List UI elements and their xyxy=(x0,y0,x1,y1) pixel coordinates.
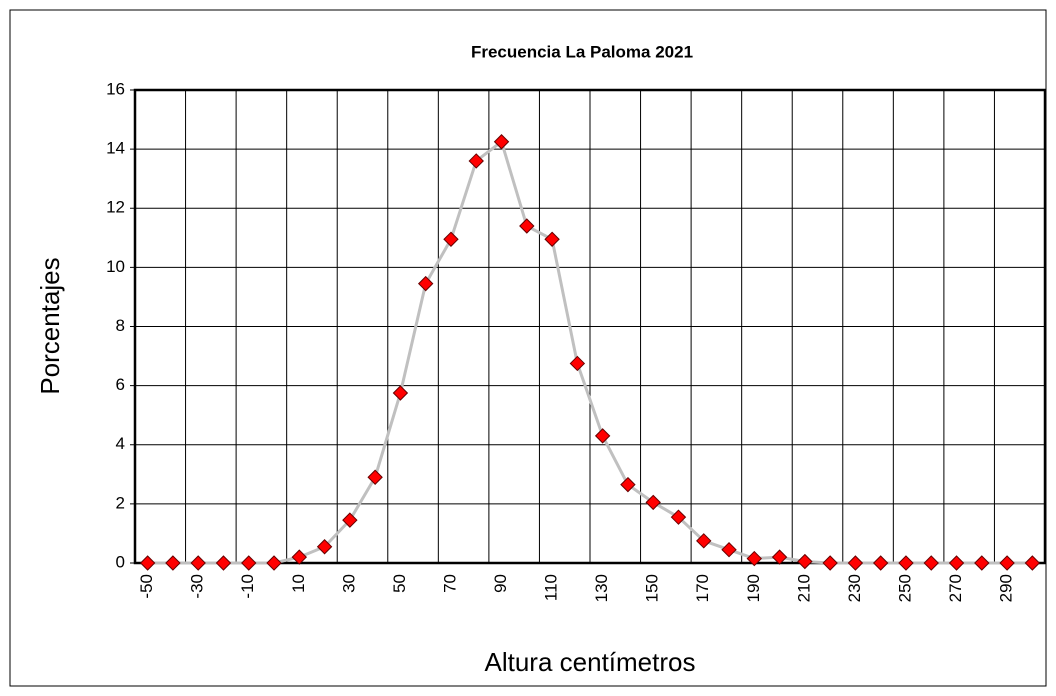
y-tick-label: 16 xyxy=(106,79,125,98)
data-point xyxy=(544,231,560,247)
x-tick-label: 210 xyxy=(794,574,813,602)
x-tick-label: -10 xyxy=(238,574,257,599)
x-tick-label: 250 xyxy=(895,574,914,602)
data-point xyxy=(241,555,257,571)
data-point xyxy=(139,555,156,571)
data-point xyxy=(493,134,510,150)
data-point xyxy=(974,555,990,571)
data-point xyxy=(266,555,282,571)
data-point xyxy=(316,539,333,555)
x-tick-label: 30 xyxy=(339,574,358,593)
data-point xyxy=(746,550,763,567)
chart-border xyxy=(9,9,1047,687)
x-tick-label: 50 xyxy=(390,574,409,593)
data-point xyxy=(291,549,308,565)
data-point xyxy=(696,533,712,549)
x-tick-label: 170 xyxy=(693,574,712,602)
x-tick-label: 10 xyxy=(289,574,308,593)
data-point xyxy=(569,355,586,372)
x-tick-label: 130 xyxy=(592,574,611,602)
y-tick-label: 10 xyxy=(106,257,125,276)
y-tick-label: 14 xyxy=(106,139,125,158)
x-tick-label: 90 xyxy=(491,574,510,593)
data-point xyxy=(898,555,914,571)
y-tick-label: 12 xyxy=(106,198,125,217)
data-point xyxy=(999,555,1015,571)
data-point xyxy=(847,555,864,571)
y-tick-label: 6 xyxy=(116,375,125,394)
data-point xyxy=(443,231,459,247)
chart-title: Frecuencia La Paloma 2021 xyxy=(471,42,693,61)
data-point xyxy=(645,494,661,511)
x-tick-label: 110 xyxy=(542,574,561,601)
x-axis-label: Altura centímetros xyxy=(485,647,696,677)
data-point xyxy=(721,541,737,558)
data-point xyxy=(1024,555,1041,571)
x-tick-label: 70 xyxy=(440,574,459,593)
x-tick-label: -30 xyxy=(188,574,207,599)
data-point xyxy=(392,385,409,401)
x-tick-label: -50 xyxy=(137,574,156,599)
y-tick-label: 4 xyxy=(116,434,125,453)
data-point xyxy=(771,549,788,565)
data-point xyxy=(215,555,232,571)
plot-frame xyxy=(133,88,1047,565)
x-tick-label: 230 xyxy=(845,574,864,602)
data-point xyxy=(670,509,687,525)
data-point xyxy=(797,553,813,570)
data-point xyxy=(165,555,181,571)
y-tick-label: 0 xyxy=(116,552,125,571)
data-point xyxy=(620,476,636,493)
y-axis-label: Porcentajes xyxy=(35,257,65,394)
data-point xyxy=(468,153,484,169)
data-point xyxy=(190,555,206,571)
data-point xyxy=(923,555,939,571)
x-tick-label: 270 xyxy=(946,574,965,602)
data-point xyxy=(519,218,535,234)
data-point xyxy=(342,512,358,528)
data-point xyxy=(367,469,383,485)
data-point xyxy=(872,555,889,571)
y-tick-label: 2 xyxy=(116,493,125,512)
x-tick-label: 150 xyxy=(643,574,662,602)
data-point xyxy=(594,428,611,444)
data-point xyxy=(948,555,965,571)
data-point xyxy=(822,555,838,571)
x-tick-label: 290 xyxy=(997,574,1016,602)
data-point xyxy=(417,275,434,292)
x-tick-label: 190 xyxy=(744,574,763,602)
y-tick-label: 8 xyxy=(116,316,125,335)
